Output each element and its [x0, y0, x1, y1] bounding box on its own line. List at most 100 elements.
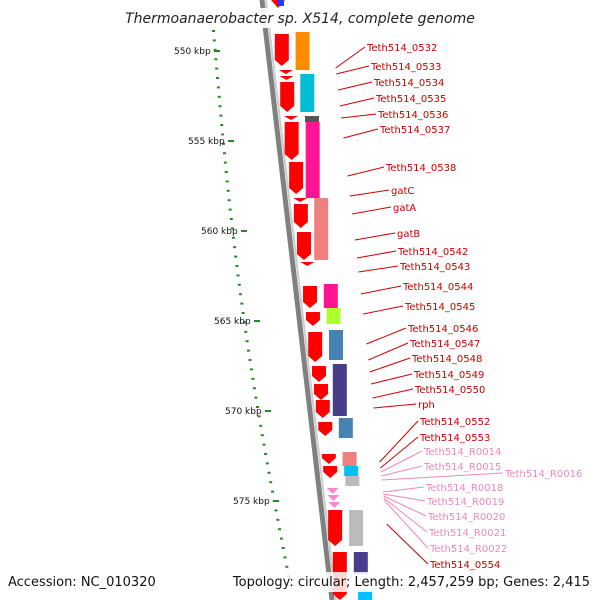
cog-block	[278, 0, 284, 6]
gene-label[interactable]: Teth514_0535	[375, 94, 446, 105]
gc-skew-tick	[218, 105, 222, 108]
gc-skew-tick	[230, 227, 234, 230]
label-leader	[347, 166, 385, 177]
gc-skew-tick	[227, 199, 231, 202]
gene-label[interactable]: Teth514_0547	[409, 339, 480, 350]
label-leader	[386, 523, 429, 565]
gene-label[interactable]: Teth514_R0016	[504, 469, 582, 480]
cds-arrow	[296, 232, 311, 260]
gene-label[interactable]: gatA	[393, 203, 416, 214]
gc-skew-tick	[237, 283, 241, 286]
cds-arrow	[323, 466, 338, 478]
cog-block	[358, 590, 373, 600]
gc-skew-tick	[235, 265, 239, 267]
label-leader	[383, 495, 427, 517]
cds-arrow	[280, 82, 295, 112]
gene-label[interactable]: Teth514_0546	[407, 324, 478, 335]
gc-skew-tick	[217, 95, 221, 98]
gc-skew-tick	[212, 30, 215, 32]
gene-label[interactable]: Teth514_0534	[373, 78, 444, 89]
cog-block	[345, 476, 360, 486]
gene-label[interactable]: Teth514_0543	[399, 262, 470, 273]
gc-skew-tick	[257, 415, 261, 418]
gc-skew-tick	[279, 537, 283, 540]
label-leader	[366, 327, 407, 345]
gc-skew-tick	[249, 368, 253, 371]
gene-label[interactable]: Teth514_R0022	[429, 544, 507, 555]
label-leader	[381, 465, 423, 477]
gc-skew-tick	[271, 490, 274, 493]
gc-skew-tick	[225, 180, 229, 183]
gc-skew-tick	[241, 312, 245, 314]
label-leader	[383, 486, 425, 493]
gene-labels: Teth514_0532 Teth514_0533 Teth514_0534 Teth…	[335, 43, 582, 571]
label-leader	[336, 65, 370, 75]
gc-skew-tick	[259, 424, 263, 427]
scale-label: 560 kbp	[201, 227, 238, 237]
gene-label[interactable]: Teth514_0548	[411, 354, 482, 365]
cog-track	[278, 0, 373, 600]
gene-label[interactable]: Teth514_0550	[414, 385, 485, 396]
gc-skew-tick	[278, 528, 282, 531]
gc-skew-tick	[222, 152, 226, 155]
label-leader	[363, 305, 404, 315]
scale-label: 555 kbp	[188, 137, 225, 147]
gc-skew-tick	[252, 387, 256, 390]
cds-arrow	[328, 510, 343, 546]
cog-block	[295, 32, 310, 70]
gc-skew-tick	[285, 565, 289, 568]
cds-arrow	[283, 116, 298, 120]
label-leader	[358, 265, 399, 273]
gene-label[interactable]: Teth514_0549	[413, 370, 484, 381]
gene-label[interactable]: Teth514_0552	[419, 417, 490, 428]
gene-label[interactable]: Teth514_0538	[385, 163, 456, 174]
label-leader	[341, 113, 377, 119]
gene-label[interactable]: Teth514_0536	[377, 110, 448, 121]
genome-backbone	[259, 0, 335, 600]
gene-label[interactable]: Teth514_0545	[404, 302, 475, 313]
gene-label[interactable]: Teth514_0532	[366, 43, 437, 54]
gene-label[interactable]: Teth514_R0020	[427, 512, 505, 523]
label-leader	[349, 189, 390, 197]
gc-skew-tick	[219, 114, 223, 117]
gc-skew-tick	[233, 246, 237, 249]
label-leader	[380, 450, 423, 473]
gene-label[interactable]: Teth514_R0018	[425, 483, 503, 494]
gc-skew-tick	[247, 349, 250, 352]
cog-block	[314, 198, 329, 260]
cds-arrow	[305, 312, 320, 326]
footer-backing	[0, 572, 600, 592]
gc-skew-tick	[260, 434, 264, 437]
cds-arrow	[315, 400, 330, 418]
cds-arrow	[293, 198, 308, 202]
cds-arrow	[308, 332, 323, 362]
gene-label[interactable]: gatC	[391, 186, 414, 197]
gene-label[interactable]: Teth514_0554	[429, 560, 500, 571]
cds-arrow	[274, 34, 289, 66]
gene-label[interactable]: Teth514_0542	[397, 247, 468, 258]
label-leader	[380, 436, 419, 469]
gc-skew-tick	[269, 481, 273, 484]
gene-label[interactable]: Teth514_0533	[370, 62, 441, 73]
gc-skew-tick	[276, 518, 280, 521]
gc-skew-tick	[281, 547, 285, 549]
label-leader	[369, 357, 411, 373]
gc-skew-tick	[283, 556, 287, 559]
gc-skew-tick	[221, 133, 225, 136]
gc-skew-tick	[245, 340, 249, 343]
rna-arrow	[328, 502, 341, 508]
cog-block	[332, 364, 347, 416]
gene-label[interactable]: Teth514_R0014	[423, 447, 501, 458]
label-leader	[354, 232, 396, 241]
gene-label[interactable]: Teth514_R0015	[423, 462, 501, 473]
gene-label[interactable]: Teth514_R0019	[426, 497, 504, 508]
gc-skew-tick	[216, 86, 220, 89]
gene-label[interactable]: gatB	[397, 229, 420, 240]
gene-label[interactable]: Teth514_R0021	[428, 528, 506, 539]
gene-label[interactable]: Teth514_0544	[402, 282, 473, 293]
gene-label[interactable]: rph	[418, 400, 435, 411]
gene-label[interactable]: Teth514_0537	[379, 125, 450, 136]
gc-skew-tick	[251, 377, 255, 380]
gene-label[interactable]: Teth514_0553	[419, 433, 490, 444]
